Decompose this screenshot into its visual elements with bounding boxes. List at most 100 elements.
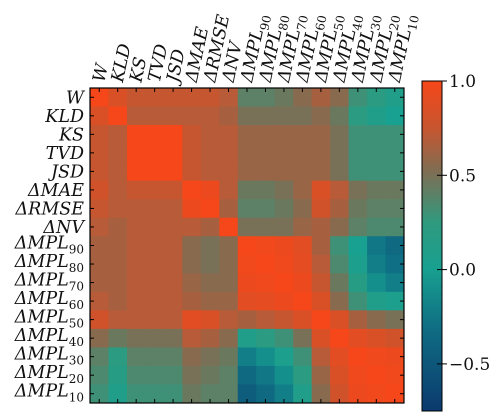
heatmap-cell: [108, 180, 128, 200]
heatmap-cell: [219, 217, 239, 237]
heatmap-cell: [90, 310, 109, 330]
heatmap-cell: [145, 143, 165, 163]
heatmap-cell: [311, 125, 331, 144]
heatmap-cell: [385, 291, 405, 311]
heatmap-cell: [274, 217, 294, 237]
heatmap-cell: [200, 125, 220, 144]
heatmap-cell: [126, 217, 146, 237]
heatmap-cell: [90, 88, 109, 107]
heatmap-cell: [367, 162, 386, 182]
heatmap-cell: [311, 88, 331, 107]
heatmap-cell: [163, 347, 183, 367]
heatmap-cell: [145, 347, 165, 367]
heatmap-cell: [274, 347, 294, 367]
heatmap-cell: [108, 291, 128, 311]
heatmap-cell: [126, 254, 146, 274]
heatmap-cells: [90, 88, 405, 404]
heatmap-cell: [385, 254, 405, 274]
heatmap-cell: [108, 162, 128, 182]
heatmap-cell: [293, 291, 313, 311]
heatmap-cell: [90, 365, 109, 385]
heatmap-cell: [311, 106, 331, 126]
heatmap-cell: [274, 254, 294, 274]
heatmap-cell: [330, 217, 349, 237]
heatmap-cell: [256, 236, 276, 256]
heatmap-cell: [200, 273, 220, 293]
heatmap-cell: [274, 236, 294, 256]
row-tick-label: W: [66, 88, 86, 108]
heatmap-cell: [293, 125, 313, 144]
heatmap-cell: [182, 106, 202, 126]
colorbar-tick-label: 0.0: [449, 261, 476, 281]
heatmap-cell: [367, 384, 386, 404]
heatmap-cell: [182, 254, 202, 274]
column-tick-label: W: [90, 60, 114, 84]
heatmap-cell: [219, 273, 239, 293]
heatmap-cell: [90, 328, 109, 348]
colorbar-gradient: [421, 80, 443, 412]
heatmap-cell: [145, 217, 165, 237]
heatmap-cell: [108, 384, 128, 404]
heatmap-cell: [293, 310, 313, 330]
heatmap-cell: [108, 199, 128, 219]
heatmap-cell: [163, 236, 183, 256]
heatmap-cell: [126, 106, 146, 126]
colorbar-tick-label: 0.5: [449, 166, 476, 186]
heatmap-cell: [200, 106, 220, 126]
heatmap-cell: [367, 254, 386, 274]
heatmap-cell: [219, 384, 239, 404]
heatmap-cell: [163, 180, 183, 200]
row-labels: WKLDKSTVDJSDΔMAEΔRMSEΔNVΔMPL90ΔMPL80ΔMPL…: [14, 88, 87, 404]
heatmap-cell: [293, 180, 313, 200]
heatmap-cell: [145, 291, 165, 311]
heatmap-cell: [182, 347, 202, 367]
heatmap-cell: [163, 365, 183, 385]
heatmap-cell: [145, 125, 165, 144]
heatmap-cell: [108, 273, 128, 293]
heatmap-cell: [256, 365, 276, 385]
heatmap-cell: [90, 162, 109, 182]
heatmap-cell: [311, 384, 331, 404]
heatmap-cell: [108, 254, 128, 274]
heatmap-cell: [385, 162, 405, 182]
heatmap-cell: [274, 365, 294, 385]
heatmap-cell: [256, 162, 276, 182]
heatmap-cell: [274, 384, 294, 404]
heatmap-cell: [330, 347, 349, 367]
heatmap-cell: [182, 162, 202, 182]
heatmap-cell: [163, 199, 183, 219]
heatmap-cell: [163, 162, 183, 182]
heatmap-cell: [108, 125, 128, 144]
heatmap-cell: [385, 180, 405, 200]
heatmap-cell: [348, 347, 368, 367]
heatmap-cell: [367, 273, 386, 293]
heatmap-cell: [182, 88, 202, 107]
heatmap-cell: [385, 328, 405, 348]
heatmap-cell: [256, 88, 276, 107]
heatmap-cell: [311, 236, 331, 256]
heatmap-cell: [311, 180, 331, 200]
heatmap-cell: [219, 106, 239, 126]
heatmap-cell: [274, 328, 294, 348]
heatmap-cell: [237, 328, 257, 348]
heatmap-cell: [311, 273, 331, 293]
heatmap-cell: [200, 328, 220, 348]
heatmap-cell: [182, 328, 202, 348]
heatmap-cell: [330, 328, 349, 348]
heatmap-cell: [385, 384, 405, 404]
heatmap-cell: [145, 310, 165, 330]
heatmap-cell: [367, 328, 386, 348]
heatmap-cell: [90, 273, 109, 293]
heatmap-cell: [145, 199, 165, 219]
heatmap-cell: [90, 384, 109, 404]
heatmap-cell: [219, 143, 239, 163]
heatmap-cell: [367, 106, 386, 126]
heatmap-cell: [367, 365, 386, 385]
heatmap-cell: [385, 143, 405, 163]
heatmap-cell: [108, 347, 128, 367]
heatmap-cell: [256, 106, 276, 126]
heatmap-cell: [311, 162, 331, 182]
heatmap-cell: [90, 347, 109, 367]
heatmap-cell: [330, 125, 349, 144]
